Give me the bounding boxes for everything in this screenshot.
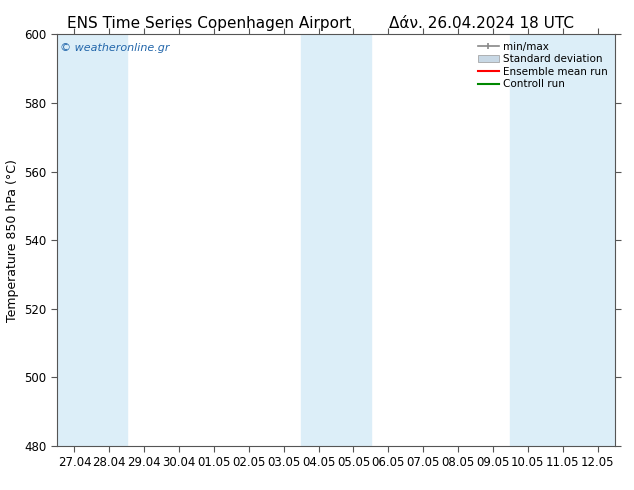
Bar: [57, 34, 127, 446]
Bar: [510, 34, 615, 446]
Text: Δάν. 26.04.2024 18 UTC: Δάν. 26.04.2024 18 UTC: [389, 16, 574, 31]
Y-axis label: Temperature 850 hPa (°C): Temperature 850 hPa (°C): [6, 159, 19, 321]
Text: © weatheronline.gr: © weatheronline.gr: [60, 43, 169, 52]
Bar: [301, 34, 371, 446]
Legend: min/max, Standard deviation, Ensemble mean run, Controll run: min/max, Standard deviation, Ensemble me…: [476, 40, 610, 92]
Text: ENS Time Series Copenhagen Airport: ENS Time Series Copenhagen Airport: [67, 16, 351, 31]
